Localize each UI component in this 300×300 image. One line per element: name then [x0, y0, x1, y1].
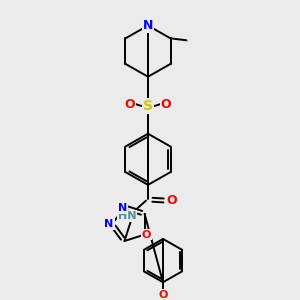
Text: N: N	[104, 219, 114, 229]
Text: O: O	[167, 194, 177, 207]
Text: N: N	[143, 19, 153, 32]
Text: S: S	[143, 99, 153, 113]
Text: O: O	[125, 98, 135, 111]
Text: HN: HN	[118, 211, 136, 221]
Text: N: N	[118, 203, 127, 213]
Text: O: O	[158, 290, 168, 300]
Text: O: O	[142, 230, 151, 240]
Text: O: O	[161, 98, 171, 111]
